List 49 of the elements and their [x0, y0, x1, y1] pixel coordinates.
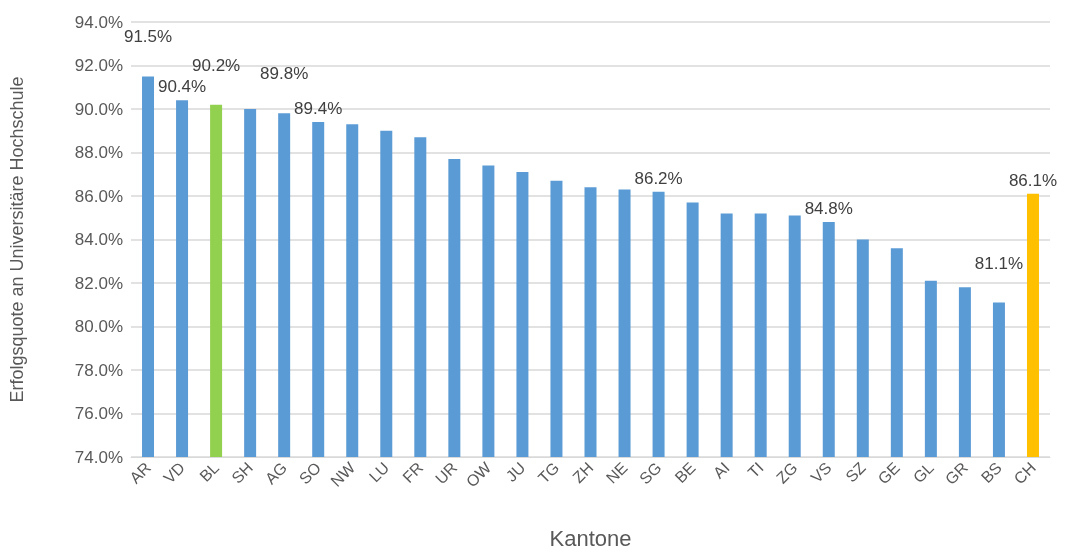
x-tick-label: CH: [1010, 458, 1039, 488]
x-tick-label: GL: [909, 458, 937, 487]
x-tick-label: VD: [160, 458, 189, 487]
x-tick-label: OW: [462, 458, 496, 491]
x-tick-label: SH: [228, 458, 257, 487]
data-label: 90.4%: [157, 77, 207, 97]
x-tick-label: LU: [365, 458, 393, 486]
x-tick-label: ZG: [773, 458, 801, 487]
x-tick-label: AG: [261, 458, 291, 488]
y-tick-label: 84.0%: [74, 230, 123, 249]
x-tick-label: AI: [709, 458, 733, 482]
data-label: 91.5%: [123, 27, 173, 47]
data-label: 84.8%: [804, 199, 853, 219]
x-axis-title: Kantone: [549, 525, 632, 551]
x-tick-label: NW: [327, 458, 359, 490]
x-tick-label: NE: [602, 458, 631, 487]
y-tick-label: 92.0%: [74, 56, 123, 75]
x-tick-label: GE: [874, 458, 903, 488]
data-label: 89.8%: [260, 64, 309, 84]
y-tick-label: 88.0%: [74, 143, 123, 162]
x-tick-label: FR: [399, 458, 427, 487]
y-tick-label: 90.0%: [74, 99, 123, 119]
x-tick-label: ZH: [569, 458, 597, 487]
x-tick-label: SO: [295, 458, 325, 488]
y-tick-label: 76.0%: [74, 404, 123, 423]
x-tick-label: JU: [502, 458, 529, 485]
x-tick-label: UR: [432, 458, 461, 488]
x-tick-label: BE: [671, 458, 699, 487]
y-axis-title: Erfolgsquote an Universitäre Hochschule: [7, 76, 27, 403]
data-label: 86.1%: [1008, 170, 1058, 190]
data-label: 81.1%: [974, 253, 1024, 273]
x-tick-label: TG: [534, 458, 563, 487]
x-tick-label: GR: [941, 458, 971, 488]
x-tick-label: AR: [126, 458, 155, 487]
y-tick-label: 74.0%: [74, 447, 123, 467]
y-tick-label: 86.0%: [74, 186, 123, 206]
x-tick-label: SG: [636, 458, 665, 488]
x-tick-label: TI: [744, 458, 767, 482]
data-label: 89.4%: [294, 99, 343, 119]
y-tick-label: 78.0%: [74, 360, 123, 380]
x-tick-label: SZ: [842, 458, 869, 486]
data-label: 86.2%: [634, 168, 683, 188]
x-tick-label: VS: [807, 458, 835, 487]
x-tick-label: BS: [977, 458, 1005, 487]
y-tick-label: 82.0%: [74, 273, 123, 293]
y-tick-label: 94.0%: [74, 12, 123, 32]
x-tick-label: BL: [196, 458, 223, 485]
data-label: 90.2%: [191, 55, 241, 75]
y-tick-label: 80.0%: [74, 317, 123, 336]
